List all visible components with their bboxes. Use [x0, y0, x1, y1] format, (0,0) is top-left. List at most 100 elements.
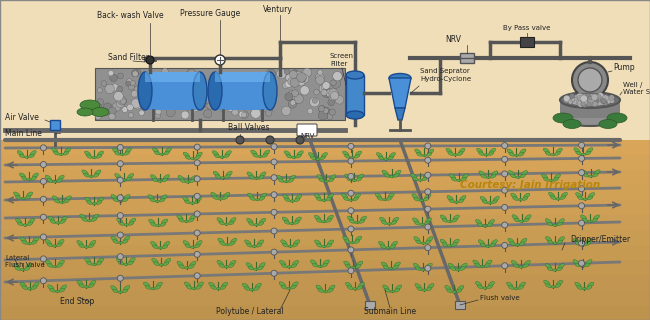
Circle shape	[271, 159, 277, 165]
Ellipse shape	[413, 177, 418, 181]
Circle shape	[581, 100, 588, 108]
Ellipse shape	[385, 288, 390, 292]
Ellipse shape	[246, 218, 253, 223]
Bar	[0, 245, 650, 261]
Ellipse shape	[126, 177, 132, 181]
Ellipse shape	[129, 218, 136, 223]
Circle shape	[117, 275, 124, 281]
Ellipse shape	[413, 263, 419, 268]
Ellipse shape	[486, 260, 492, 265]
Circle shape	[187, 69, 196, 77]
Ellipse shape	[352, 179, 356, 182]
Ellipse shape	[453, 215, 460, 220]
Circle shape	[323, 108, 328, 114]
Circle shape	[610, 99, 614, 103]
Ellipse shape	[163, 242, 170, 246]
Text: Submain Line: Submain Line	[364, 308, 416, 316]
Ellipse shape	[25, 267, 30, 270]
Ellipse shape	[573, 238, 580, 244]
Ellipse shape	[286, 154, 292, 158]
Ellipse shape	[422, 289, 426, 291]
Ellipse shape	[315, 194, 320, 199]
Ellipse shape	[420, 223, 424, 226]
Ellipse shape	[283, 243, 288, 247]
Circle shape	[132, 71, 138, 77]
Ellipse shape	[346, 265, 351, 268]
Ellipse shape	[124, 195, 130, 200]
Circle shape	[250, 92, 255, 98]
Circle shape	[170, 80, 176, 85]
Circle shape	[582, 99, 588, 105]
Circle shape	[425, 157, 431, 163]
Ellipse shape	[508, 285, 514, 289]
Ellipse shape	[92, 156, 96, 159]
Circle shape	[282, 82, 289, 89]
Ellipse shape	[573, 260, 579, 265]
Ellipse shape	[450, 267, 456, 270]
Ellipse shape	[554, 174, 560, 179]
Ellipse shape	[543, 280, 550, 285]
Ellipse shape	[486, 245, 490, 247]
Circle shape	[288, 91, 297, 100]
Ellipse shape	[165, 148, 172, 153]
Circle shape	[295, 74, 302, 81]
Ellipse shape	[551, 286, 555, 288]
Circle shape	[226, 83, 231, 89]
Ellipse shape	[376, 153, 383, 158]
Circle shape	[298, 78, 305, 86]
Ellipse shape	[15, 267, 21, 270]
Circle shape	[281, 106, 291, 116]
Ellipse shape	[150, 198, 155, 202]
Ellipse shape	[327, 194, 333, 199]
Circle shape	[576, 93, 583, 100]
Ellipse shape	[509, 152, 514, 156]
Ellipse shape	[249, 175, 255, 179]
Ellipse shape	[586, 151, 591, 155]
Circle shape	[108, 70, 114, 76]
Circle shape	[166, 92, 172, 98]
Circle shape	[161, 94, 168, 102]
Circle shape	[266, 69, 276, 79]
Ellipse shape	[185, 220, 188, 223]
Circle shape	[196, 98, 202, 104]
Circle shape	[131, 99, 140, 108]
Circle shape	[266, 98, 272, 104]
Ellipse shape	[179, 218, 185, 222]
Text: By Pass valve: By Pass valve	[503, 25, 551, 31]
Ellipse shape	[519, 220, 524, 222]
Ellipse shape	[378, 156, 384, 160]
Ellipse shape	[593, 215, 599, 220]
Circle shape	[118, 96, 127, 105]
Ellipse shape	[384, 266, 389, 269]
Ellipse shape	[191, 175, 197, 180]
Bar	[0, 140, 650, 156]
Circle shape	[425, 224, 431, 230]
Circle shape	[104, 108, 112, 115]
Circle shape	[597, 93, 604, 100]
Circle shape	[425, 172, 431, 178]
Ellipse shape	[258, 222, 264, 226]
Ellipse shape	[146, 285, 151, 289]
Circle shape	[597, 101, 602, 106]
Circle shape	[194, 211, 200, 217]
Circle shape	[143, 90, 149, 96]
Ellipse shape	[588, 282, 594, 287]
Circle shape	[127, 79, 132, 84]
Circle shape	[94, 104, 102, 112]
Ellipse shape	[54, 151, 59, 155]
Bar	[50, 120, 60, 130]
Ellipse shape	[560, 110, 620, 126]
Circle shape	[327, 114, 333, 120]
Ellipse shape	[283, 195, 289, 200]
Ellipse shape	[488, 202, 491, 204]
Circle shape	[271, 144, 277, 150]
Circle shape	[577, 95, 582, 100]
Circle shape	[585, 93, 591, 99]
Ellipse shape	[452, 243, 457, 246]
Circle shape	[244, 78, 254, 88]
Circle shape	[231, 109, 239, 116]
Ellipse shape	[556, 148, 562, 153]
Ellipse shape	[54, 199, 60, 203]
Ellipse shape	[252, 245, 256, 248]
Circle shape	[265, 101, 272, 108]
